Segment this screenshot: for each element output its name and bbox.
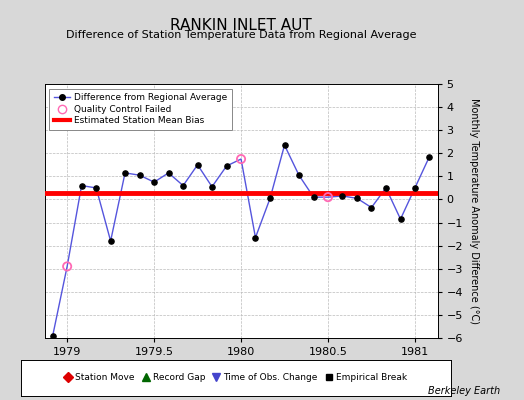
Point xyxy=(411,185,419,191)
Point xyxy=(193,162,202,168)
Legend: Station Move, Record Gap, Time of Obs. Change, Empirical Break: Station Move, Record Gap, Time of Obs. C… xyxy=(61,370,411,386)
Text: RANKIN INLET AUT: RANKIN INLET AUT xyxy=(170,18,312,33)
Point xyxy=(425,154,433,160)
Point xyxy=(136,172,144,178)
Text: Berkeley Earth: Berkeley Earth xyxy=(428,386,500,396)
Point xyxy=(165,170,173,176)
Point xyxy=(208,184,216,190)
Point xyxy=(381,185,390,191)
Legend: Difference from Regional Average, Quality Control Failed, Estimated Station Mean: Difference from Regional Average, Qualit… xyxy=(49,88,232,130)
Y-axis label: Monthly Temperature Anomaly Difference (°C): Monthly Temperature Anomaly Difference (… xyxy=(468,98,478,324)
Point xyxy=(49,332,57,339)
Point xyxy=(222,163,231,169)
Point xyxy=(63,263,71,270)
Point xyxy=(266,195,274,202)
Point xyxy=(396,216,405,222)
Point xyxy=(150,179,158,185)
Point xyxy=(353,195,361,202)
Point xyxy=(237,156,245,162)
Point xyxy=(121,170,129,176)
Point xyxy=(179,182,187,189)
Point xyxy=(78,182,86,189)
Point xyxy=(309,194,318,200)
Point xyxy=(92,185,101,191)
Point xyxy=(324,194,332,200)
Point xyxy=(367,204,376,211)
Point xyxy=(252,234,260,241)
Point xyxy=(295,172,303,178)
Point xyxy=(106,238,115,244)
Point xyxy=(280,142,289,148)
Text: Difference of Station Temperature Data from Regional Average: Difference of Station Temperature Data f… xyxy=(66,30,416,40)
Point xyxy=(338,193,346,199)
